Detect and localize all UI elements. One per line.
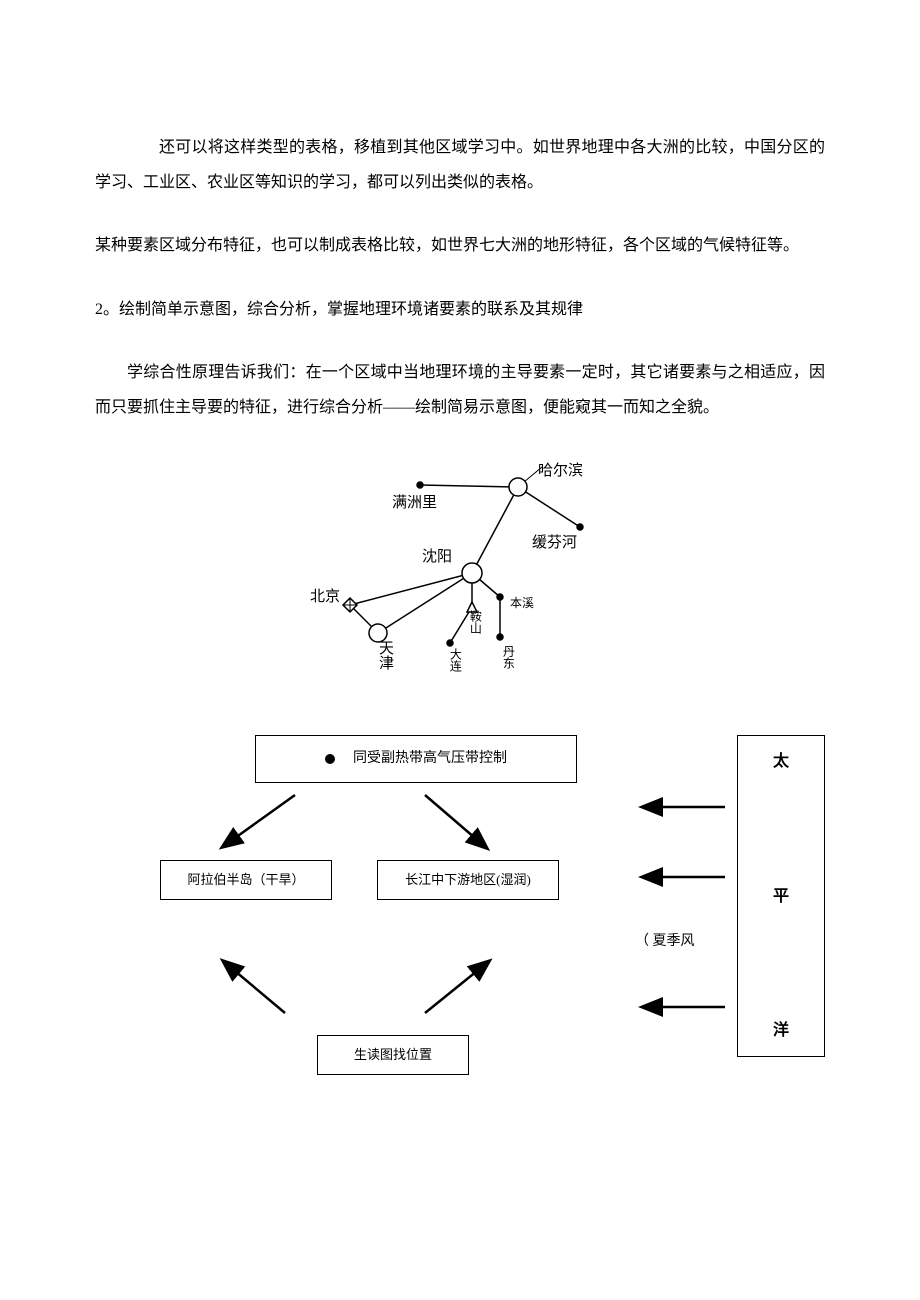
char-yang: 洋 <box>773 1005 789 1056</box>
box-top-label: 同受副热带高气压带控制 <box>353 744 507 775</box>
label-monsoon: （ 夏季风 <box>635 927 695 958</box>
box-top: 同受副热带高气压带控制 <box>255 735 577 783</box>
map-label-dandong: 丹东 <box>495 645 521 669</box>
arrow-pacific-1 <box>650 795 730 830</box>
char-tai: 太 <box>773 736 789 787</box>
arrow-pacific-3 <box>650 995 730 1030</box>
box-yangtze: 长江中下游地区(湿润) <box>377 860 559 900</box>
climate-diagram: 同受副热带高气压带控制 阿拉伯半岛（干旱） 长江中下游地区(湿润) （ 夏季风 <box>95 735 825 1125</box>
box-bottom: 生读图找位置 <box>317 1035 469 1075</box>
map-label-tianjin: 天津 <box>368 640 401 670</box>
arrow-top-left <box>225 790 305 863</box>
char-ping: 平 <box>773 871 789 922</box>
map-label-anshan: 鞍山 <box>462 610 488 634</box>
box-pacific: 太 平 洋 <box>737 735 825 1057</box>
paragraph-1: 还可以将这样类型的表格，移植到其他区域学习中。如世界地理中各大洲的比较，中国分区… <box>95 130 825 200</box>
paragraph-3: 2。绘制简单示意图，综合分析，掌握地理环境诸要素的联系及其规律 <box>95 292 825 327</box>
map-label-benxi: 本溪 <box>510 590 534 616</box>
map-label-shenyang: 沈阳 <box>422 541 452 574</box>
railway-map: 哈尔滨 满洲里 缓芬河 沈阳 北京 天津 大连 本溪 鞍山 丹东 <box>300 455 620 685</box>
map-label-manzhouli: 满洲里 <box>392 487 437 520</box>
arrow-pacific-2 <box>650 865 730 900</box>
box-arabia: 阿拉伯半岛（干旱） <box>160 860 332 900</box>
map-label-suifenhe: 缓芬河 <box>532 527 577 560</box>
paragraph-2: 某种要素区域分布特征，也可以制成表格比较，如世界七大洲的地形特征，各个区域的气候… <box>95 228 825 263</box>
arrow-bottom-left <box>225 963 305 1036</box>
arrow-top-right <box>415 790 495 863</box>
paragraph-4: 学综合性原理告诉我们：在一个区域中当地理环境的主导要素一定时，其它诸要素与之相适… <box>95 355 825 425</box>
map-label-harbin: 哈尔滨 <box>538 455 583 488</box>
map-label-dalian: 大连 <box>442 648 468 672</box>
arrow-bottom-right <box>415 963 495 1036</box>
bullet-icon <box>325 754 335 764</box>
map-label-beijing: 北京 <box>310 581 340 614</box>
